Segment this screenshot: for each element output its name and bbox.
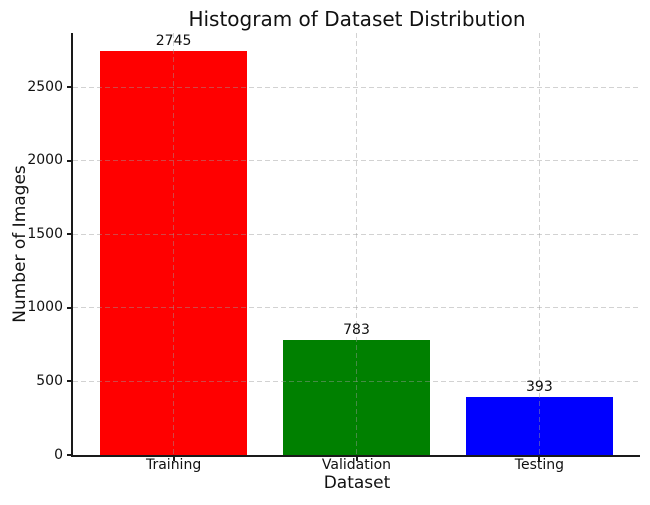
x-tick-label: Validation — [321, 457, 392, 473]
y-tick-mark — [67, 454, 71, 456]
y-tick-mark — [67, 233, 71, 236]
y-tick-mark — [67, 86, 71, 89]
x-axis-label: Dataset — [323, 473, 391, 493]
y-tick-mark — [67, 159, 71, 162]
y-tick-label: 0 — [54, 446, 63, 463]
y-tick-mark — [67, 306, 71, 309]
bar — [466, 397, 613, 455]
bar — [100, 50, 247, 455]
y-tick-label: 2000 — [27, 152, 63, 169]
bar — [283, 339, 430, 455]
x-tick-mark — [172, 457, 175, 461]
bar-value-label: 783 — [343, 321, 370, 338]
x-tick-label: Testing — [514, 457, 564, 473]
x-tick-label: Training — [145, 457, 202, 473]
y-tick-label: 1000 — [27, 299, 63, 316]
chart-title: Histogram of Dataset Distribution — [188, 7, 526, 31]
y-tick-label: 1500 — [27, 225, 63, 242]
y-tick-label: 500 — [36, 372, 63, 389]
bar-value-label: 393 — [526, 379, 553, 396]
y-tick-mark — [67, 380, 71, 383]
x-tick-mark — [538, 457, 541, 461]
plot-area: 2745 783 393 — [71, 33, 640, 457]
y-tick-label: 2500 — [27, 78, 63, 95]
x-tick-mark — [355, 457, 358, 461]
bar-value-label: 2745 — [155, 32, 192, 49]
